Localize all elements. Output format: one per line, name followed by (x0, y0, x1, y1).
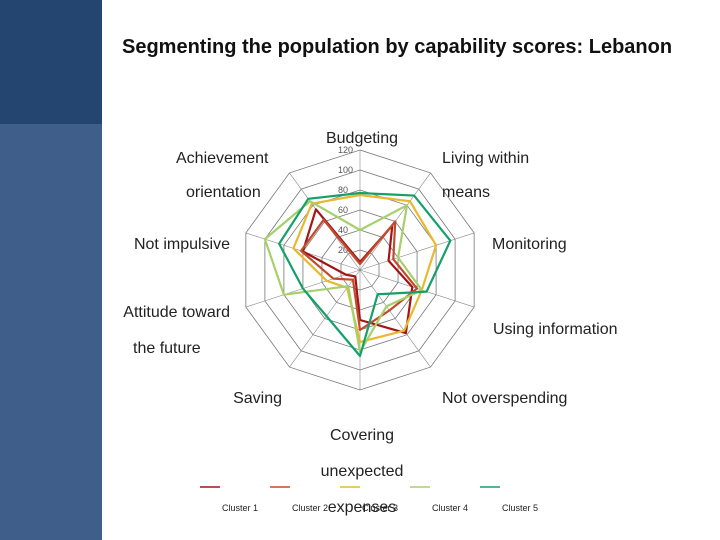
tick-label: 60 (338, 205, 348, 215)
axis-label: Using information (493, 321, 618, 338)
tick-label: 40 (338, 225, 348, 235)
tick-label: 100 (338, 165, 353, 175)
axis-label: Not impulsive (134, 236, 230, 253)
sidebar-divider (102, 0, 105, 124)
axis-label: orientation (186, 184, 261, 201)
series-line (299, 218, 419, 332)
tick-label: 80 (338, 185, 348, 195)
sidebar-header-block (0, 0, 102, 124)
series-line (292, 193, 438, 344)
series-line (278, 191, 452, 358)
axis-label: unexpected (321, 463, 404, 480)
axis-label: means (442, 184, 490, 201)
axis-label: Monitoring (492, 236, 567, 253)
chart-legend: Cluster 1 Cluster 2 Cluster 3 Cluster 4 Clus… (200, 486, 538, 513)
axis-label: Covering (330, 427, 394, 444)
axis-label: Not overspending (442, 390, 567, 407)
legend-label: Cluster 4 (432, 503, 468, 513)
tick-label: 20 (338, 245, 348, 255)
axis-label: Achievement (176, 150, 269, 167)
legend-label: Cluster 5 (502, 503, 538, 513)
radar-labels: Budgeting Living within means Monitoring Usi… (123, 130, 617, 516)
legend-label: Cluster 3 (362, 503, 398, 513)
series-line (301, 208, 414, 335)
legend-label: Cluster 2 (292, 503, 328, 513)
axis-label: expenses (328, 499, 397, 516)
axis-label: the future (133, 340, 201, 357)
grid-spoke (359, 232, 475, 271)
legend-label: Cluster 1 (222, 503, 258, 513)
tick-label: 120 (338, 145, 353, 155)
axis-label: Budgeting (326, 130, 398, 147)
radar-series (263, 191, 452, 358)
axis-label: Attitude toward (123, 304, 230, 321)
slide-title: Segmenting the population by capability … (122, 36, 673, 58)
axis-label: Living within (442, 150, 529, 167)
axis-label: Saving (233, 390, 282, 407)
grid-spoke (359, 269, 431, 368)
